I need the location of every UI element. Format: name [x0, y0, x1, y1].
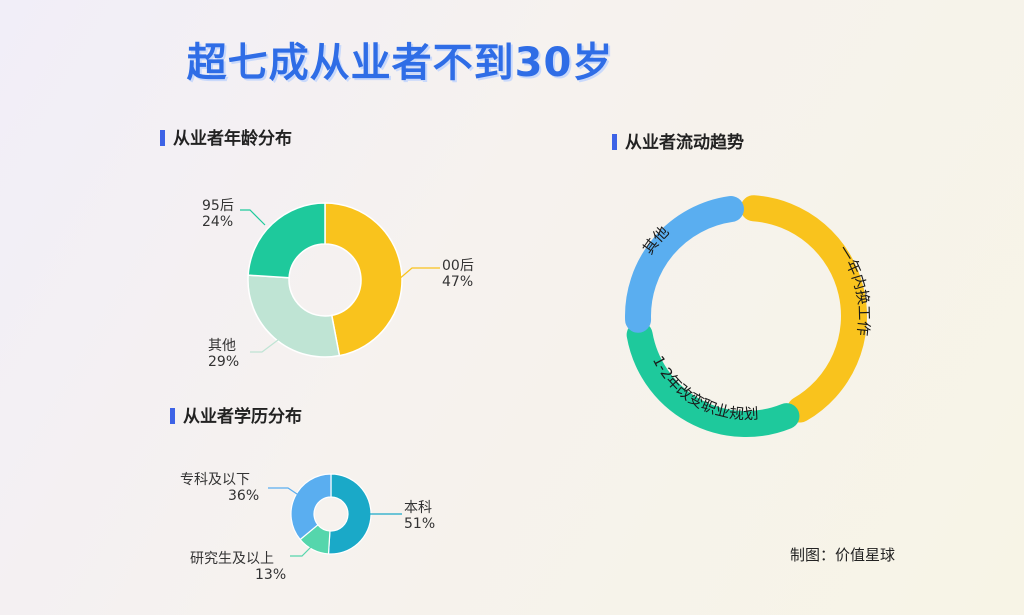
- age-chart-title-text: 从业者年龄分布: [173, 129, 292, 149]
- education-slice-label-1: 研究生及以上: [190, 551, 274, 567]
- education-slice-label-0: 本科: [404, 500, 432, 516]
- age-slice-pct-1: 29%: [208, 354, 239, 370]
- mobility-arc-1: [626, 321, 800, 437]
- age-slice-label-0: 00后: [442, 258, 474, 274]
- education-slice-pct-0: 51%: [404, 516, 435, 532]
- education-slice-0: [327, 473, 372, 555]
- education-chart-title-text: 从业者学历分布: [183, 407, 302, 427]
- age-leader-line-0: [397, 267, 440, 281]
- education-slice-label-2: 专科及以下: [180, 472, 250, 488]
- age-leader-line-2: [240, 209, 266, 226]
- age-slice-label-1: 其他: [208, 338, 236, 354]
- age-slice-2: [247, 202, 326, 279]
- age-slice-0: [324, 202, 403, 357]
- age-slice-1: [247, 274, 341, 358]
- age-slice-pct-0: 47%: [442, 274, 473, 290]
- mobility-arc-0: [740, 195, 867, 423]
- age-leader-line-1: [250, 333, 287, 353]
- education-slice-pct-1: 13%: [255, 567, 286, 583]
- title-accent-bar: [612, 134, 617, 150]
- education-leader-line-2: [268, 487, 301, 497]
- education-slice-pct-2: 36%: [228, 488, 259, 504]
- age-chart-title: 从业者年龄分布: [160, 124, 292, 149]
- age-slice-pct-2: 24%: [202, 214, 233, 230]
- page-title: 超七成从业者不到30岁: [186, 40, 614, 86]
- credit-text: 制图：价值星球: [790, 546, 896, 564]
- mobility-chart-title-text: 从业者流动趋势: [625, 133, 744, 153]
- education-chart-title: 从业者学历分布: [170, 402, 302, 427]
- title-accent-bar: [170, 408, 175, 424]
- education-slice-2: [290, 473, 332, 541]
- age-slice-label-2: 95后: [202, 198, 234, 214]
- title-accent-bar: [160, 130, 165, 146]
- education-leader-line-1: [290, 545, 313, 557]
- mobility-arc-2: [625, 196, 744, 333]
- mobility-chart-title: 从业者流动趋势: [612, 128, 744, 153]
